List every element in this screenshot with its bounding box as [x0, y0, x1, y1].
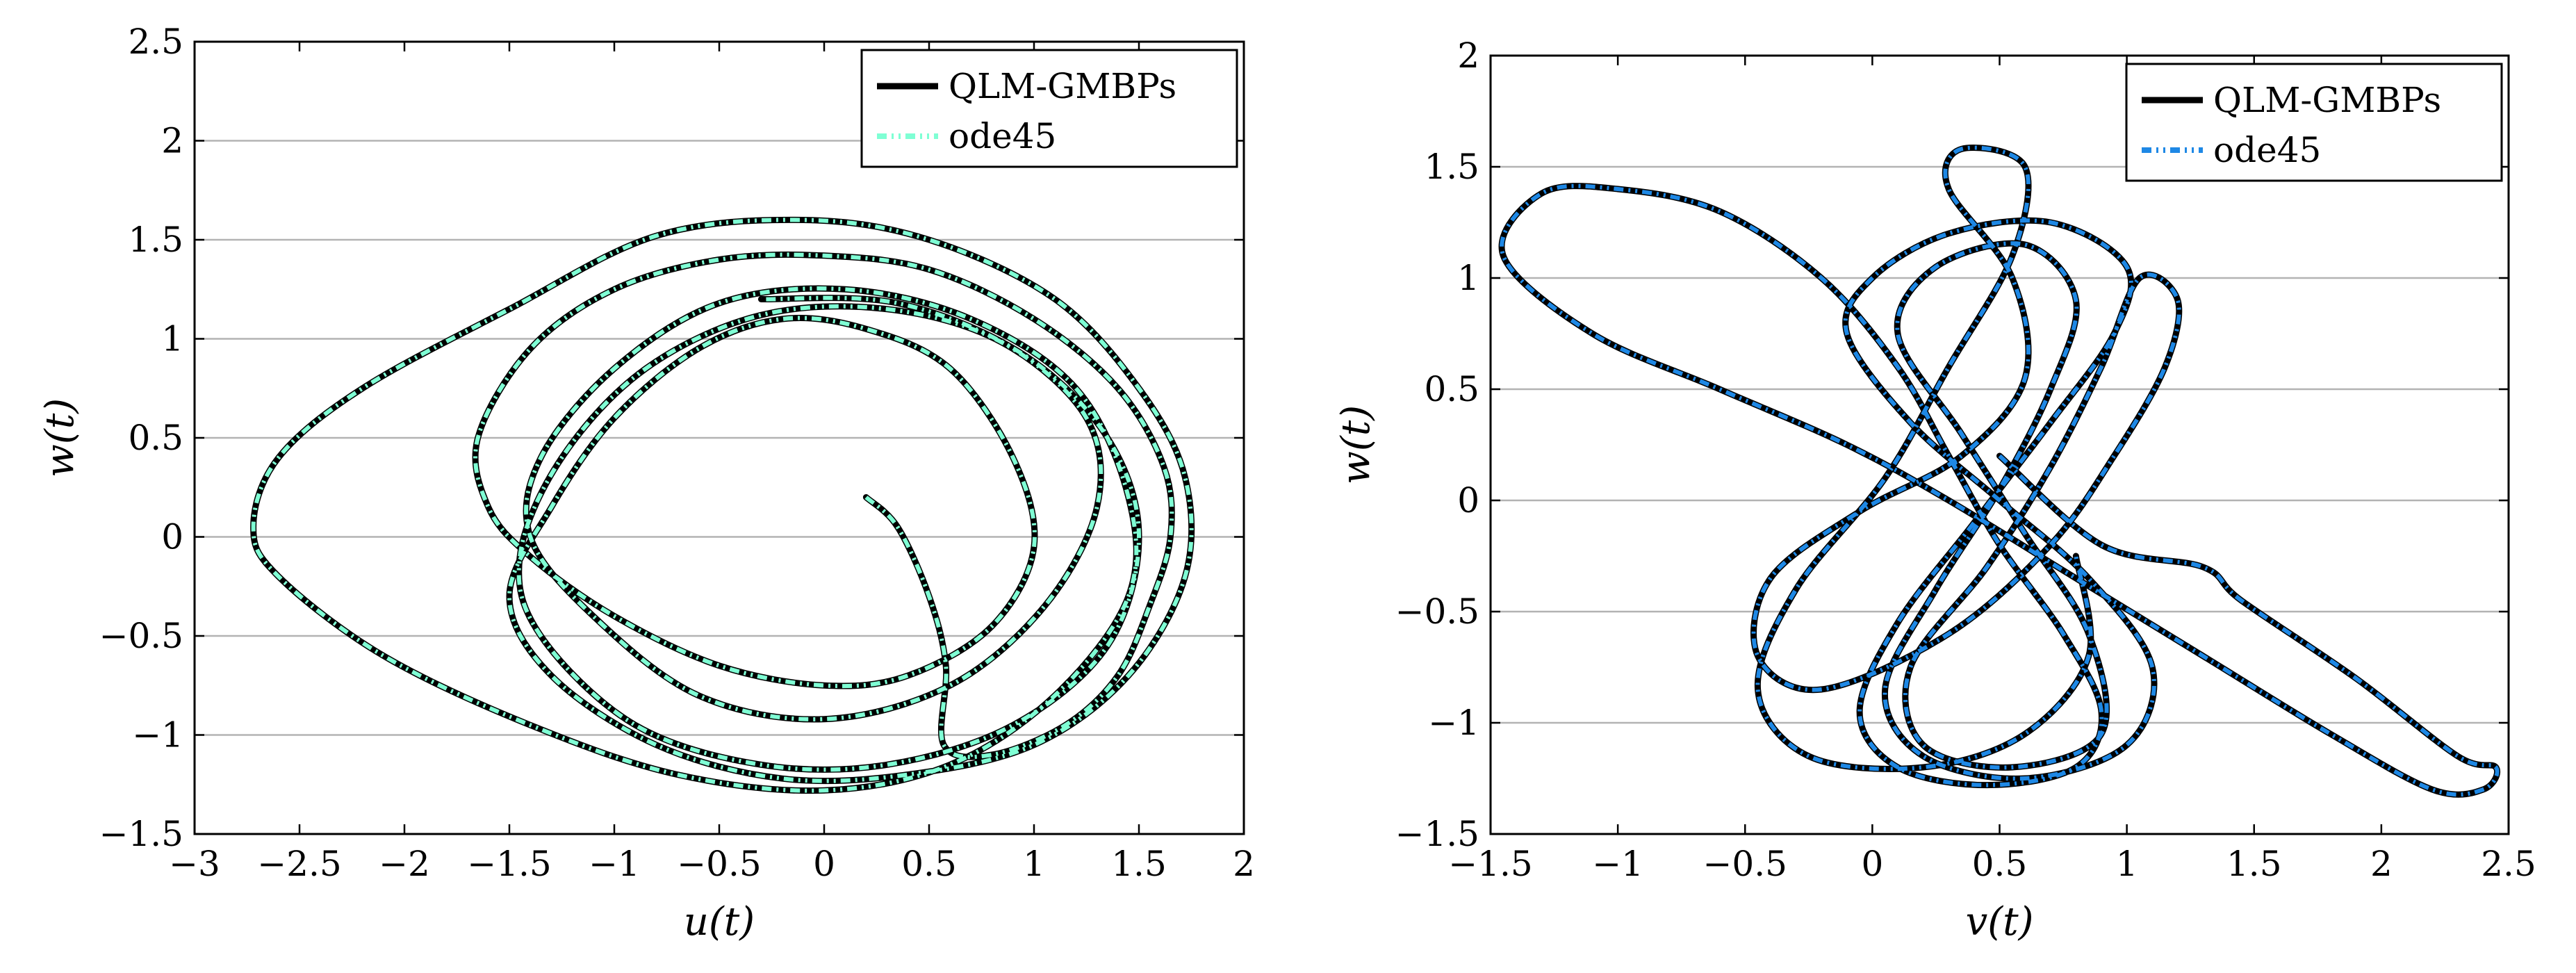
right-y-axis-label: w(t) — [1334, 405, 1379, 484]
right-x-tick-label: 2.5 — [2481, 844, 2536, 884]
left-x-tick-label: 0.5 — [901, 844, 957, 884]
right-y-tick-label: 1.5 — [1424, 147, 1479, 187]
right-x-tick-label: −0.5 — [1703, 844, 1787, 884]
left-x-tick-label: −0.5 — [677, 844, 761, 884]
left-y-axis-label: w(t) — [38, 398, 83, 477]
right-legend-label-1: ode45 — [2213, 130, 2321, 170]
left-legend-label-1: ode45 — [949, 116, 1056, 156]
right-x-tick-label: −1.5 — [1448, 844, 1532, 884]
right-y-tick-label: −1.5 — [1395, 814, 1479, 854]
left-plot: −3 −2.5 −2 −1.5 −1 −0.5 0 0.5 1 1.5 2 −1.5 −1 −0.5 0 0.… — [38, 22, 1255, 945]
right-x-tick-label: 1 — [2116, 844, 2138, 884]
right-plot: −1.5 −1 −0.5 0 0.5 1 1.5 2 2.5 −1.5 −1 −0.5 0 0.5 1 1.5… — [1334, 35, 2536, 945]
left-y-tick-label: 0.5 — [128, 418, 183, 458]
right-x-tick-label: 1.5 — [2226, 844, 2282, 884]
right-series-qlm-gmbps — [1498, 145, 2501, 798]
left-y-tick-label: 2.5 — [128, 22, 183, 62]
left-y-tick-label: −1 — [132, 715, 183, 755]
right-y-tick-label: −1 — [1428, 703, 1479, 743]
left-x-tick-label: 0 — [813, 844, 835, 884]
left-series-ode45 — [251, 218, 1194, 793]
right-series-ode45 — [1500, 145, 2500, 797]
left-x-tick-label: −1.5 — [467, 844, 551, 884]
left-y-tick-label: 1 — [161, 319, 183, 359]
left-legend — [860, 49, 1238, 168]
left-x-tick-label: 2 — [1233, 844, 1255, 884]
left-x-tick-label: −1 — [589, 844, 640, 884]
right-y-tick-label: 0.5 — [1424, 369, 1479, 409]
right-legend-label-0: QLM-GMBPs — [2213, 80, 2441, 120]
left-x-tick-label: 1.5 — [1111, 844, 1167, 884]
right-y-tick-label: −0.5 — [1395, 591, 1479, 632]
right-x-tick-label: −1 — [1592, 844, 1643, 884]
left-y-tick-label: 1.5 — [128, 220, 183, 260]
left-x-tick-label: −3 — [169, 844, 220, 884]
right-x-tick-label: 0 — [1861, 844, 1883, 884]
left-y-tick-label: −0.5 — [99, 616, 183, 656]
left-y-tick-label: 2 — [161, 121, 183, 161]
left-x-axis-label: u(t) — [684, 899, 755, 945]
left-y-tick-label: −1.5 — [99, 814, 183, 854]
right-y-tick-label: 2 — [1457, 35, 1479, 76]
right-x-tick-label: 2 — [2370, 844, 2393, 884]
right-x-tick-label: 0.5 — [1972, 844, 2028, 884]
left-x-tick-label: 1 — [1023, 844, 1045, 884]
right-y-tick-label: 0 — [1457, 480, 1479, 521]
right-legend — [2125, 63, 2503, 182]
right-x-axis-label: v(t) — [1966, 899, 2034, 945]
left-legend-label-0: QLM-GMBPs — [949, 66, 1176, 106]
left-x-tick-label: −2 — [379, 844, 430, 884]
left-y-tick-label: 0 — [161, 517, 183, 557]
left-x-tick-label: −2.5 — [257, 844, 341, 884]
right-y-tick-label: 1 — [1457, 258, 1479, 298]
